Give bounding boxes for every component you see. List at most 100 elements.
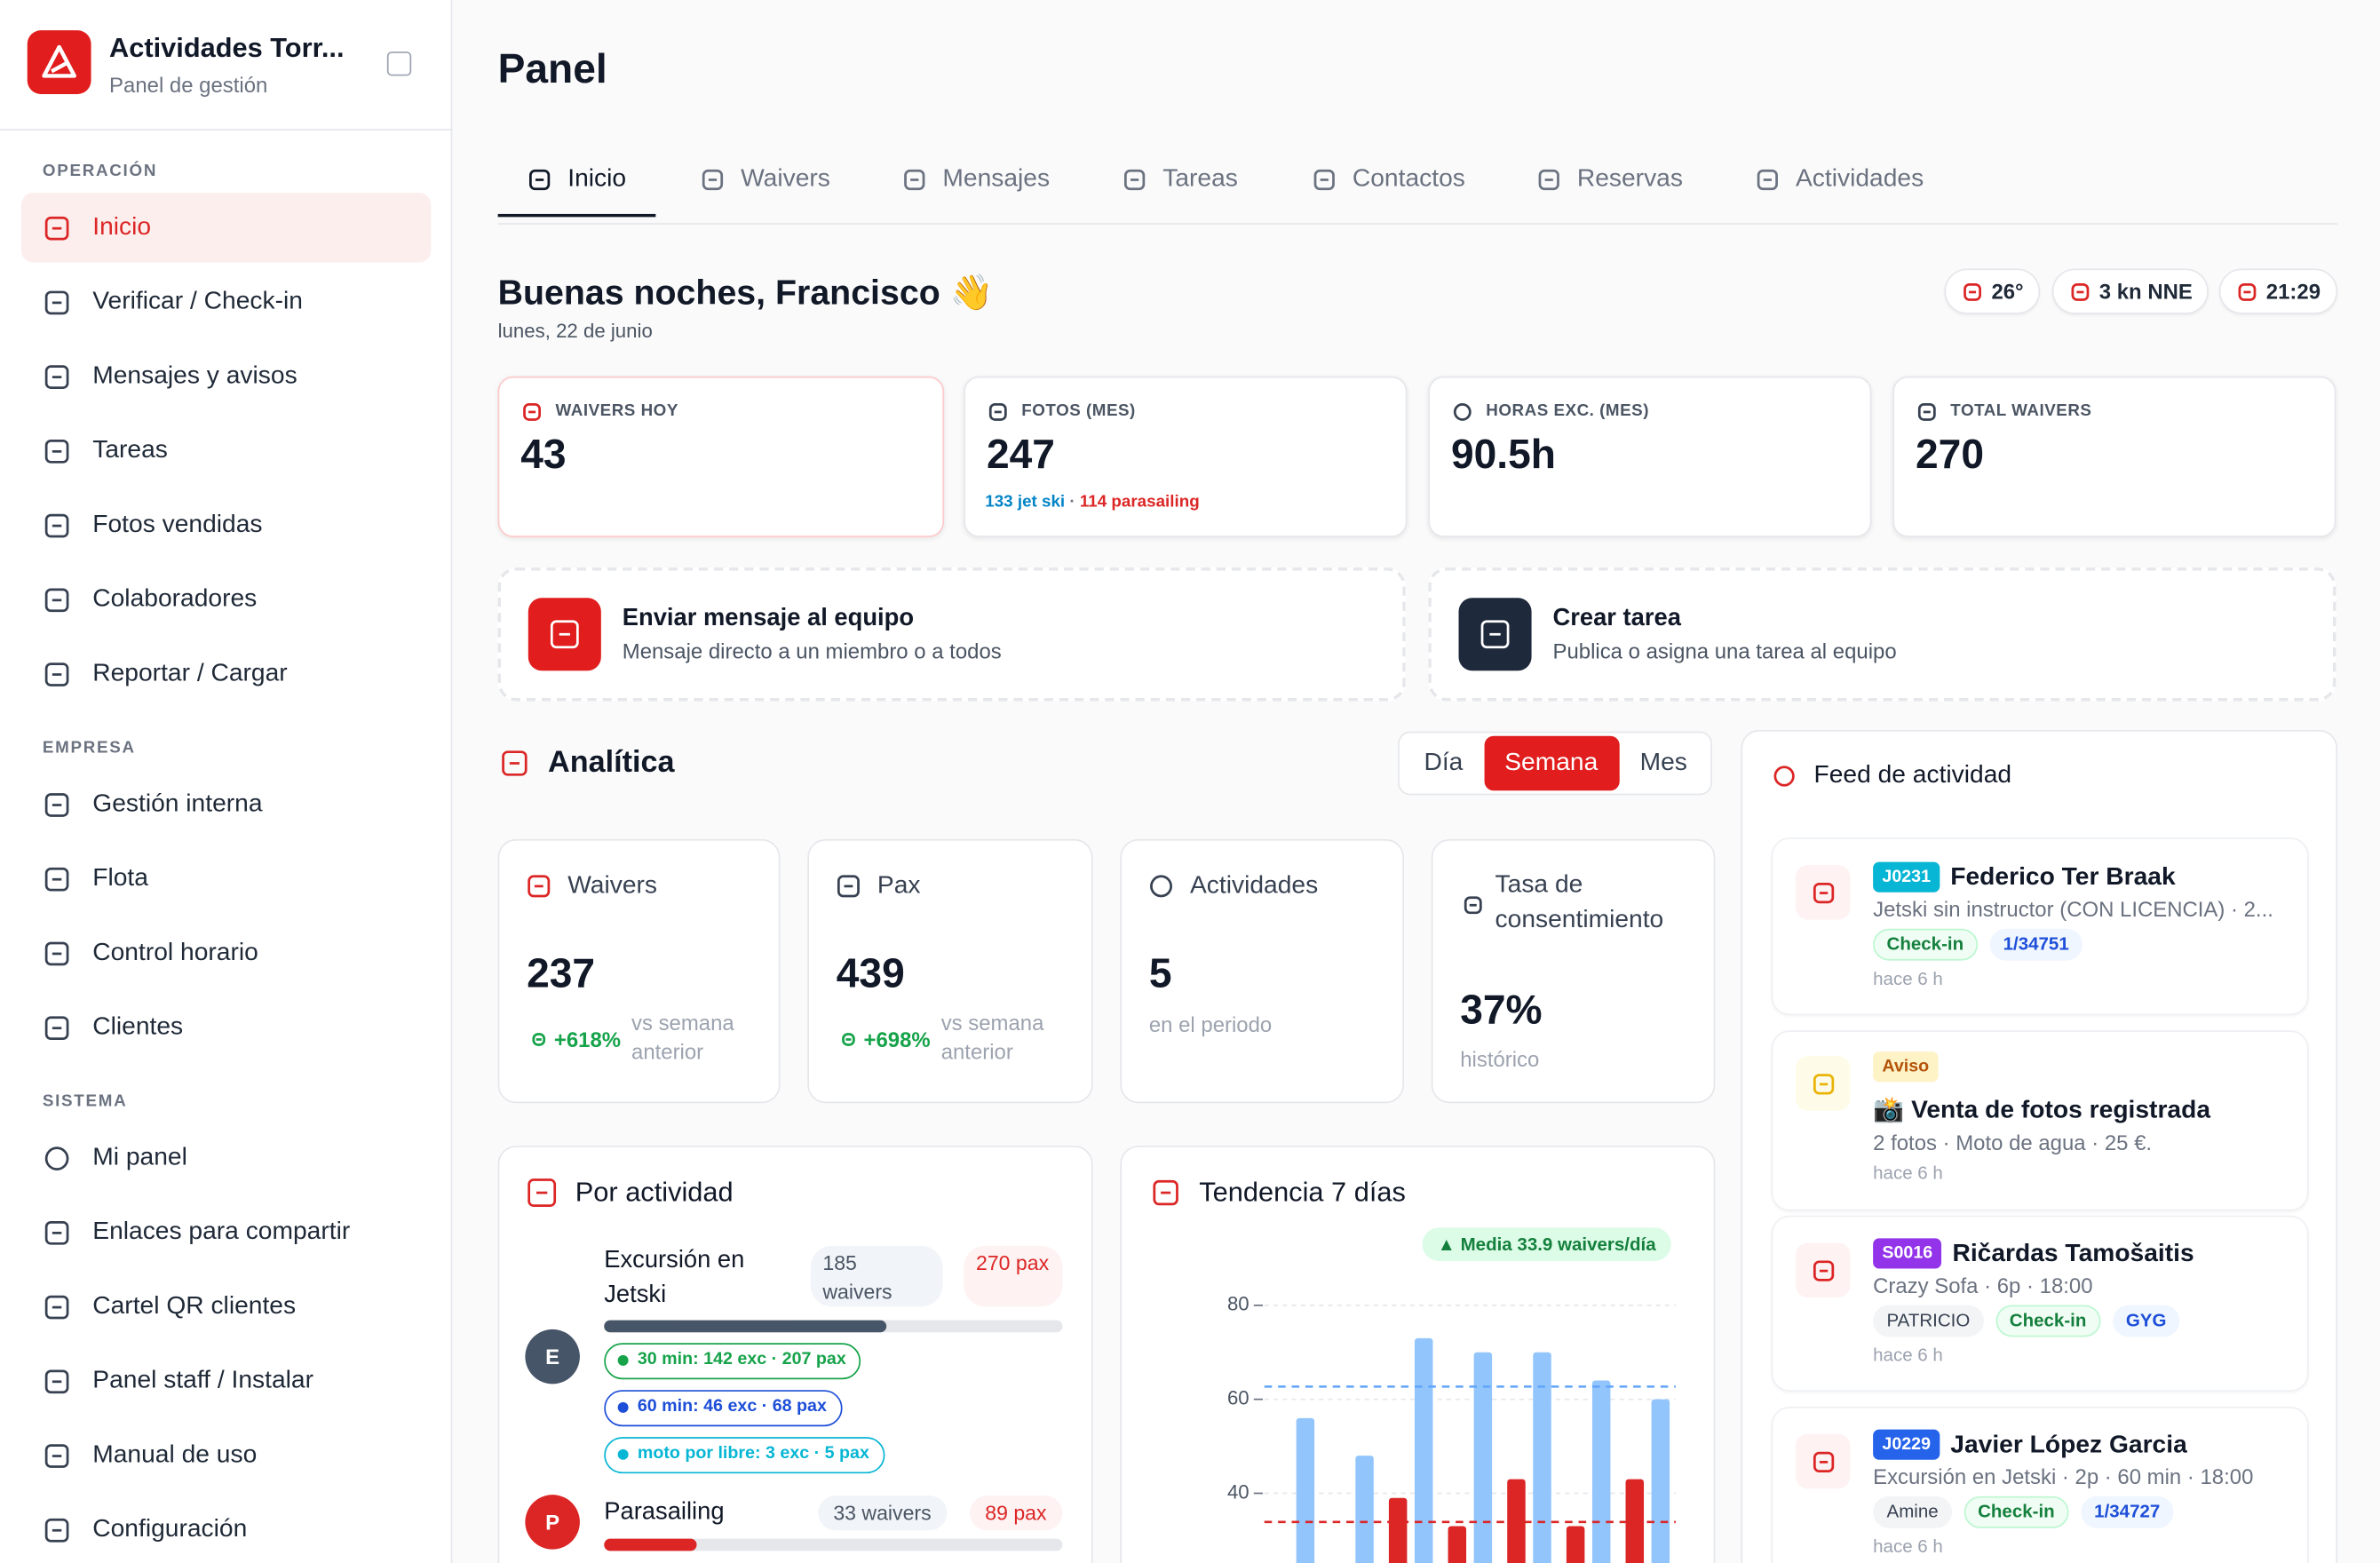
nav-item[interactable]: Configuración [92,1515,248,1543]
feed-tag: Check-in [1873,928,1978,961]
sidebar-divider [0,129,453,131]
icon [532,1033,546,1046]
feed-title: 📸 Venta de fotos registrada [1873,1096,2211,1124]
nav-item[interactable]: Control horario [92,938,258,966]
icon [988,402,1006,420]
icon [1813,882,1834,903]
stat-value: 270 [1915,432,1985,478]
breakdown-dot [617,1448,629,1460]
feed-tag: GYG [2112,1305,2180,1337]
icon [1150,875,1172,898]
nav-item[interactable]: Inicio [92,213,152,241]
nav-item[interactable]: Reportar / Cargar [92,659,288,687]
tab[interactable]: Waivers [741,164,830,193]
tab[interactable]: Mensajes [942,164,1051,193]
icon [550,620,579,649]
icon [528,169,550,190]
nav-item[interactable]: Flota [92,864,148,892]
tab[interactable]: Inicio [567,164,627,193]
period-option[interactable]: Día [1424,749,1464,777]
icon [1480,620,1510,649]
icon [1813,1073,1834,1094]
icon [522,402,541,420]
action-card[interactable] [497,567,1406,702]
feed-item[interactable] [1771,1215,2309,1392]
date: lunes, 22 de junio [497,319,653,343]
nav-item[interactable]: Enlaces para compartir [92,1218,351,1246]
period-active-bg [1484,735,1620,791]
nav-item[interactable]: Cartel QR clientes [92,1291,297,1320]
feed-item[interactable] [1771,1407,2309,1563]
nav-item[interactable]: Colaboradores [92,584,258,613]
nav-item[interactable]: Fotos vendidas [92,510,263,538]
icon [44,792,68,816]
metric-value: 5 [1148,950,1172,996]
breakdown-dot [617,1401,629,1413]
card-title: Por actividad [575,1177,734,1208]
icon [1756,169,1778,190]
nav-item[interactable]: Gestión interna [92,789,263,818]
icon [837,875,860,898]
tab[interactable]: Contactos [1352,164,1465,193]
feed-title: Javier López Garcia [1950,1430,2187,1458]
feed-item[interactable] [1771,837,2309,1016]
activity-avatar-letter: E [545,1344,560,1369]
icon [44,940,68,965]
icon [1813,1259,1834,1281]
nav-section-label: SISTEMA [42,1092,128,1111]
breakdown-text: 60 min: 46 exc · 68 pax [637,1397,827,1416]
metric-note: en el periodo [1148,1012,1273,1037]
period-option[interactable]: Semana [1504,749,1599,777]
feed-tags: PATRICIO Check-in GYG [1873,1305,2180,1339]
collapse-button[interactable] [386,52,412,76]
icon [1153,1179,1178,1206]
icon [44,1518,68,1542]
feed-title: Federico Ter Braak [1950,862,2176,891]
metric-value: 237 [527,950,596,996]
icon [1813,1450,1834,1472]
metric-label: Waivers [567,871,658,900]
nav-item[interactable]: Manual de uso [92,1440,258,1469]
app-subtitle: Panel de gestión [109,73,268,98]
nav-item[interactable]: Panel staff / Instalar [92,1366,313,1394]
activity-waivers: 33 waivers [818,1495,947,1531]
icon [44,364,68,389]
stat-card [1428,376,1872,537]
action-subtitle: Mensaje directo a un miembro o a todos [622,639,1002,663]
action-card[interactable] [1428,567,2336,702]
activity-avatar [525,1329,580,1384]
feed-time: hace 6 h [1873,1344,1943,1366]
icon [2070,282,2089,300]
activity-breakdown: 30 min: 142 exc · 207 pax [604,1343,861,1380]
weather-value: 26° [1991,279,2024,304]
metric-note: vs semana anterior [940,1011,1044,1064]
icon [842,1033,855,1046]
icon [502,750,528,776]
feed-detail: 2 fotos · Moto de agua · 25 €. [1873,1131,2153,1155]
tab[interactable]: Actividades [1795,164,1924,193]
period-option[interactable]: Mes [1639,749,1687,777]
feed-item[interactable] [1771,1030,2309,1211]
icon [1917,402,1935,420]
stat-card [964,376,1408,537]
icon [44,867,68,891]
nav-item[interactable]: Tareas [92,436,168,464]
icon [1313,169,1335,190]
nav-item[interactable]: Verificar / Check-in [92,287,303,315]
icon [1453,402,1471,420]
metric-delta: +698% [863,1027,931,1052]
stat-detail: 133 jet ski · 114 parasailing [985,493,1199,512]
activity-card [497,1146,1093,1563]
feed-tag: PATRICIO [1873,1305,1984,1337]
feed-tags: Check-in 1/34751 [1873,928,2083,963]
tab[interactable]: Reservas [1576,164,1683,193]
metric-delta: +618% [553,1027,622,1052]
nav-item[interactable]: Mensajes y avisos [92,361,298,390]
nav-item[interactable]: Clientes [92,1012,184,1041]
tab[interactable]: Tareas [1162,164,1238,193]
nav-item[interactable]: Mi panel [92,1143,187,1171]
metric-label: Actividades [1189,871,1319,900]
activity-track [604,1538,1063,1551]
nav-section-label: EMPRESA [42,739,136,758]
